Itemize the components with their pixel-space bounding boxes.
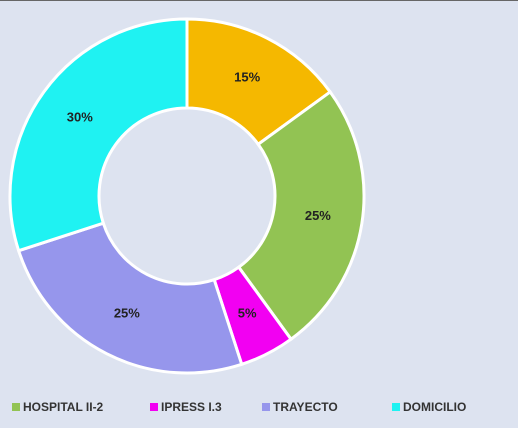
donut-segment [236,89,366,342]
donut-segment [16,221,244,375]
legend-label: HOSPITAL II-2 [23,400,104,414]
legend-swatch [392,403,400,411]
legend-label: DOMICILIO [403,400,466,414]
value-label: 5% [238,305,257,320]
value-label: 25% [114,305,140,320]
legend-swatch [262,403,270,411]
value-label: 30% [67,110,93,125]
legend-label: TRAYECTO [273,400,338,414]
legend-label: IPRESS I.3 [161,400,222,414]
donut-segment [185,17,333,147]
value-label: 25% [305,208,331,223]
donut-segment [8,17,189,253]
legend-swatch [150,403,158,411]
legend-swatch [12,403,20,411]
value-label: 15% [234,69,260,84]
